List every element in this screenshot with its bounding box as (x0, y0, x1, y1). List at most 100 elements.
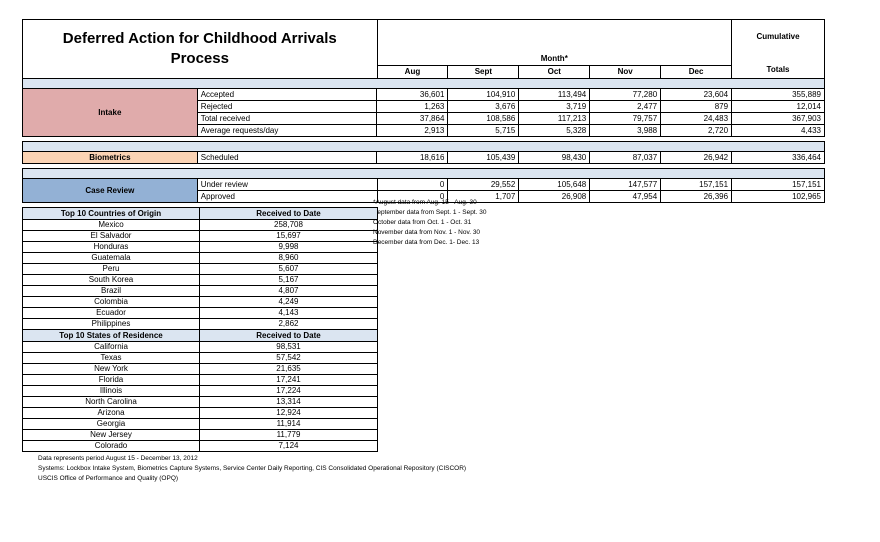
table-row: Florida 17,241 (22, 374, 378, 386)
biometrics-category-label: Biometrics (22, 151, 198, 164)
cumulative-value: 4,433 (731, 124, 825, 137)
cell-value: 29,552 (447, 178, 520, 191)
table-row: South Korea 5,167 (22, 274, 378, 286)
table-row: Georgia 11,914 (22, 418, 378, 430)
cell-value: 26,942 (660, 151, 733, 164)
country-value: 9,998 (199, 241, 378, 253)
cell-value: 147,577 (589, 178, 662, 191)
table-row: Top 10 Countries of Origin Received to D… (22, 207, 378, 220)
cumulative-value: 367,903 (731, 112, 825, 125)
country-value: 8,960 (199, 252, 378, 264)
footnote-line: *August data from Aug. 15 - Aug. 30 (373, 199, 477, 206)
state-name: New York (22, 363, 200, 375)
cumulative-value: 102,965 (731, 190, 825, 203)
cell-value: 105,648 (518, 178, 591, 191)
cell-value: 79,757 (589, 112, 662, 125)
table-row: Average requests/day 2,913 5,715 5,328 3… (23, 124, 825, 137)
cell-value: 23,604 (660, 88, 733, 101)
state-value: 17,241 (199, 374, 378, 386)
state-name: New Jersey (22, 429, 200, 441)
main-process-table: Deferred Action for Childhood Arrivals P… (22, 19, 825, 203)
intake-section: Intake Accepted 36,601 104,910 113,494 7… (22, 88, 825, 137)
cell-value: 3,676 (447, 100, 520, 113)
country-value: 4,807 (199, 285, 378, 297)
table-row: Brazil 4,807 (22, 285, 378, 297)
table-row: Arizona 12,924 (22, 407, 378, 419)
row-label: Total received (196, 112, 378, 125)
cell-value: 47,954 (589, 190, 662, 203)
country-value: 2,862 (199, 318, 378, 330)
country-name: South Korea (22, 274, 200, 286)
row-label: Average requests/day (196, 124, 378, 137)
state-value: 98,531 (199, 341, 378, 353)
source-note-line: USCIS Office of Performance and Quality … (38, 475, 179, 482)
footnote-line: September data from Sept. 1 - Sept. 30 (373, 209, 487, 216)
cell-value: 0 (376, 178, 449, 191)
table-row: Approved 0 1,707 26,908 47,954 26,396 10… (23, 190, 825, 203)
table-row: El Salvador 15,697 (22, 230, 378, 242)
cell-value: 3,719 (518, 100, 591, 113)
cumulative-label: Cumulative (756, 32, 800, 41)
country-name: Peru (22, 263, 200, 275)
cumulative-value: 336,464 (731, 151, 825, 164)
table-row: Top 10 States of Residence Received to D… (22, 329, 378, 342)
cell-value: 36,601 (376, 88, 449, 101)
table-row: New York 21,635 (22, 363, 378, 375)
month-col-oct: Oct (518, 65, 591, 79)
cell-value: 3,988 (589, 124, 662, 137)
cumulative-value: 157,151 (731, 178, 825, 191)
state-value: 11,779 (199, 429, 378, 441)
report-title-text: Deferred Action for Childhood Arrivals P… (62, 30, 337, 67)
totals-label: Totals (766, 65, 790, 74)
cell-value: 104,910 (447, 88, 520, 101)
report-title: Deferred Action for Childhood Arrivals P… (22, 19, 378, 79)
state-name: Arizona (22, 407, 200, 419)
cell-value: 87,037 (589, 151, 662, 164)
table-row: Total received 37,864 108,586 117,213 79… (23, 112, 825, 125)
row-label: Scheduled (196, 151, 378, 164)
state-value: 11,914 (199, 418, 378, 430)
cell-value: 5,715 (447, 124, 520, 137)
state-name: Texas (22, 352, 200, 364)
table-row: New Jersey 11,779 (22, 429, 378, 441)
main-table-header: Deferred Action for Childhood Arrivals P… (22, 19, 825, 79)
table-row: Intake Accepted 36,601 104,910 113,494 7… (22, 88, 825, 137)
state-name: North Carolina (22, 396, 200, 408)
country-name: Mexico (22, 219, 200, 231)
row-label: Accepted (196, 88, 378, 101)
cell-value: 108,586 (447, 112, 520, 125)
cell-value: 77,280 (589, 88, 662, 101)
month-col-dec: Dec (660, 65, 733, 79)
table-row: Peru 5,607 (22, 263, 378, 275)
month-col-aug: Aug (376, 65, 449, 79)
cell-value: 113,494 (518, 88, 591, 101)
table-row: Honduras 9,998 (22, 241, 378, 253)
case-review-category-label: Case Review (22, 178, 198, 203)
cumulative-value: 12,014 (731, 100, 825, 113)
cumulative-value: 355,889 (731, 88, 825, 101)
table-row: Mexico 258,708 (22, 219, 378, 231)
footnote-line: December data from Dec. 1- Dec. 13 (373, 239, 480, 246)
table-row: Texas 57,542 (22, 352, 378, 364)
cell-value: 157,151 (660, 178, 733, 191)
month-footnotes: *August data from Aug. 15 - Aug. 30 Sept… (373, 198, 486, 248)
state-name: Illinois (22, 385, 200, 397)
state-value: 13,314 (199, 396, 378, 408)
country-name: Philippines (22, 318, 200, 330)
country-value: 4,249 (199, 296, 378, 308)
cell-value: 37,864 (376, 112, 449, 125)
state-value: 12,924 (199, 407, 378, 419)
cell-value: 105,439 (447, 151, 520, 164)
footnote-line: October data from Oct. 1 - Oct. 31 (373, 219, 472, 226)
country-value: 15,697 (199, 230, 378, 242)
cell-value: 879 (660, 100, 733, 113)
cell-value: 0 (376, 190, 449, 203)
state-value: 57,542 (199, 352, 378, 364)
top10-tables: Top 10 Countries of Origin Received to D… (22, 207, 378, 452)
source-note-line: Data represents period August 15 - Decem… (38, 455, 198, 462)
countries-value-header: Received to Date (199, 207, 378, 220)
cell-value: 26,396 (660, 190, 733, 203)
row-label: Under review (196, 178, 378, 191)
table-row: California 98,531 (22, 341, 378, 353)
